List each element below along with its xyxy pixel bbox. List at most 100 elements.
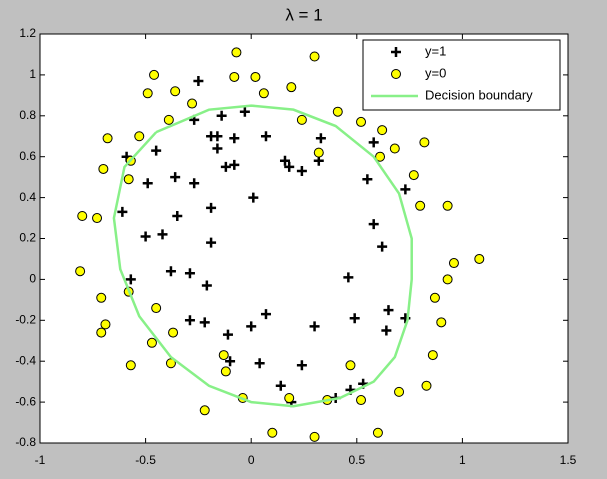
plus-marker bbox=[117, 206, 128, 217]
circle-marker bbox=[267, 427, 278, 438]
circle-marker bbox=[102, 133, 113, 144]
circle-marker bbox=[199, 405, 210, 416]
circle-marker bbox=[436, 317, 447, 328]
circle-marker bbox=[356, 395, 367, 406]
x-tick-label: 0.5 bbox=[348, 453, 365, 467]
legend-label: y=0 bbox=[425, 65, 446, 80]
x-tick-label: -1 bbox=[35, 453, 46, 467]
y-tick-label: -0.4 bbox=[15, 353, 36, 367]
circle-marker bbox=[427, 350, 438, 361]
plus-marker bbox=[296, 166, 307, 177]
plus-marker bbox=[193, 76, 204, 87]
circle-marker bbox=[100, 319, 111, 330]
circle-marker bbox=[170, 86, 181, 97]
plus-marker bbox=[296, 360, 307, 371]
circle-marker bbox=[250, 71, 261, 82]
plus-marker bbox=[260, 131, 271, 142]
plus-marker bbox=[151, 145, 162, 156]
circle-marker bbox=[77, 211, 88, 222]
circle-marker bbox=[419, 137, 430, 148]
legend-label: Decision boundary bbox=[425, 87, 533, 102]
legend-symbol bbox=[391, 69, 401, 79]
y-tick-label: 1 bbox=[29, 67, 36, 81]
plus-marker bbox=[368, 219, 379, 230]
circle-marker bbox=[375, 151, 386, 162]
plus-marker bbox=[125, 274, 136, 285]
circle-marker bbox=[284, 393, 295, 404]
circle-marker bbox=[149, 69, 160, 80]
plus-marker bbox=[184, 268, 195, 279]
plus-marker bbox=[206, 202, 217, 213]
circle-marker bbox=[296, 114, 307, 125]
plus-marker bbox=[383, 305, 394, 316]
circle-marker bbox=[474, 253, 485, 264]
circle-marker bbox=[448, 258, 459, 269]
x-tick-label: -0.5 bbox=[135, 453, 156, 467]
circle-marker bbox=[96, 292, 107, 303]
chart-title: λ = 1 bbox=[285, 5, 322, 24]
circle-marker bbox=[421, 380, 432, 391]
plus-marker bbox=[157, 229, 168, 240]
plus-marker bbox=[222, 329, 233, 340]
plus-marker bbox=[254, 358, 265, 369]
circle-marker bbox=[187, 98, 198, 109]
y-tick-label: 0.8 bbox=[19, 108, 36, 122]
plus-marker bbox=[362, 174, 373, 185]
y-tick-label: 0 bbox=[29, 272, 36, 286]
plus-marker bbox=[184, 315, 195, 326]
x-tick-label: 0 bbox=[248, 453, 255, 467]
y-tick-label: 1.2 bbox=[19, 26, 36, 40]
plus-marker bbox=[381, 325, 392, 336]
circle-marker bbox=[75, 266, 86, 277]
circle-marker bbox=[151, 303, 162, 314]
plus-marker bbox=[315, 133, 326, 144]
plus-marker bbox=[349, 313, 360, 324]
plus-marker bbox=[260, 309, 271, 320]
circle-marker bbox=[394, 386, 405, 397]
plus-marker bbox=[400, 184, 411, 195]
plus-marker bbox=[212, 131, 223, 142]
circle-marker bbox=[165, 358, 176, 369]
plus-marker bbox=[229, 133, 240, 144]
plus-marker bbox=[275, 380, 286, 391]
plus-marker bbox=[212, 143, 223, 154]
circle-marker bbox=[229, 71, 240, 82]
circle-marker bbox=[356, 116, 367, 127]
circle-marker bbox=[429, 292, 440, 303]
plus-marker bbox=[248, 192, 259, 203]
plus-marker bbox=[216, 110, 227, 121]
circle-marker bbox=[442, 200, 453, 211]
y-tick-label: -0.2 bbox=[15, 312, 36, 326]
circle-marker bbox=[415, 200, 426, 211]
circle-marker bbox=[332, 106, 343, 117]
plus-marker bbox=[140, 231, 151, 242]
plus-marker bbox=[189, 178, 200, 189]
x-tick-label: 1 bbox=[459, 453, 466, 467]
circle-marker bbox=[309, 431, 320, 442]
plus-marker bbox=[279, 155, 290, 166]
legend-label: y=1 bbox=[425, 43, 446, 58]
plus-marker bbox=[309, 321, 320, 332]
y-tick-label: 0.4 bbox=[19, 190, 36, 204]
y-tick-label: -0.8 bbox=[15, 435, 36, 449]
circle-marker bbox=[92, 213, 103, 224]
plus-marker bbox=[165, 266, 176, 277]
circle-marker bbox=[168, 327, 179, 338]
circle-marker bbox=[372, 427, 383, 438]
plus-marker bbox=[199, 317, 210, 328]
plus-marker bbox=[368, 137, 379, 148]
y-tick-label: -0.6 bbox=[15, 394, 36, 408]
circle-marker bbox=[389, 143, 400, 154]
y-tick-label: 0.6 bbox=[19, 149, 36, 163]
plus-marker bbox=[284, 161, 295, 172]
circle-marker bbox=[345, 360, 356, 371]
plus-marker bbox=[246, 321, 257, 332]
y-tick-label: 0.2 bbox=[19, 231, 36, 245]
circle-marker bbox=[313, 147, 324, 158]
legend-symbol bbox=[391, 47, 401, 57]
decision-boundary bbox=[112, 104, 413, 408]
plus-marker bbox=[377, 241, 388, 252]
plus-marker bbox=[206, 237, 217, 248]
